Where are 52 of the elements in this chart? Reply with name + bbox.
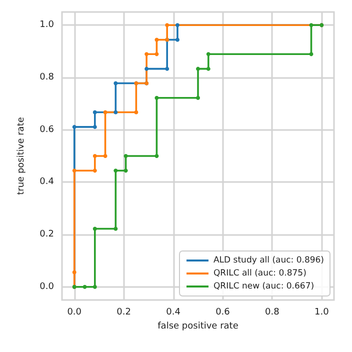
point [154, 38, 159, 42]
point [206, 52, 210, 56]
point [103, 154, 108, 158]
x-tick-label: 0.8 [265, 308, 280, 318]
point [72, 270, 76, 274]
point [134, 110, 138, 114]
legend-label: ALD study all (auc: 0.896) [213, 256, 324, 266]
point [114, 81, 118, 86]
x-axis-title: false positive rate [158, 322, 239, 332]
point [206, 66, 210, 71]
x-tick-label: 0.4 [166, 308, 181, 318]
point [114, 168, 118, 173]
point [309, 23, 314, 28]
x-tick-label: 0.2 [116, 308, 131, 318]
x-tick-label: 0.0 [67, 308, 82, 318]
point [154, 96, 159, 100]
point [124, 154, 128, 158]
x-tick-label: 1.0 [314, 308, 330, 318]
point [114, 110, 118, 114]
point [92, 226, 97, 231]
point [103, 110, 108, 114]
point [92, 284, 97, 289]
point [196, 66, 200, 71]
point [92, 154, 97, 158]
point [72, 168, 76, 173]
y-tick-label: 0.0 [40, 282, 54, 292]
x-tick-label: 0.6 [216, 308, 230, 318]
point [92, 168, 97, 173]
point [154, 154, 159, 158]
legend-label: QRILC all (auc: 0.875) [213, 268, 306, 278]
point [114, 226, 118, 231]
point [165, 23, 170, 28]
point [144, 52, 149, 56]
point [165, 66, 170, 71]
point [92, 124, 97, 129]
point [196, 96, 200, 100]
point [82, 284, 87, 289]
point [154, 52, 159, 56]
point [175, 38, 180, 42]
y-tick-label: 0.6 [40, 124, 54, 135]
y-tick-label: 0.4 [40, 177, 54, 188]
y-tick-label: 0.2 [40, 230, 54, 240]
point [175, 23, 180, 28]
point [124, 168, 128, 173]
point [92, 110, 97, 114]
legend-label: QRILC new (auc: 0.667) [213, 282, 314, 292]
y-tick-label: 1.0 [40, 20, 54, 30]
y-tick-label: 0.8 [40, 72, 54, 82]
point [309, 52, 314, 56]
point [72, 124, 76, 129]
y-axis-title: true positive rate [16, 116, 26, 195]
point [144, 66, 149, 71]
